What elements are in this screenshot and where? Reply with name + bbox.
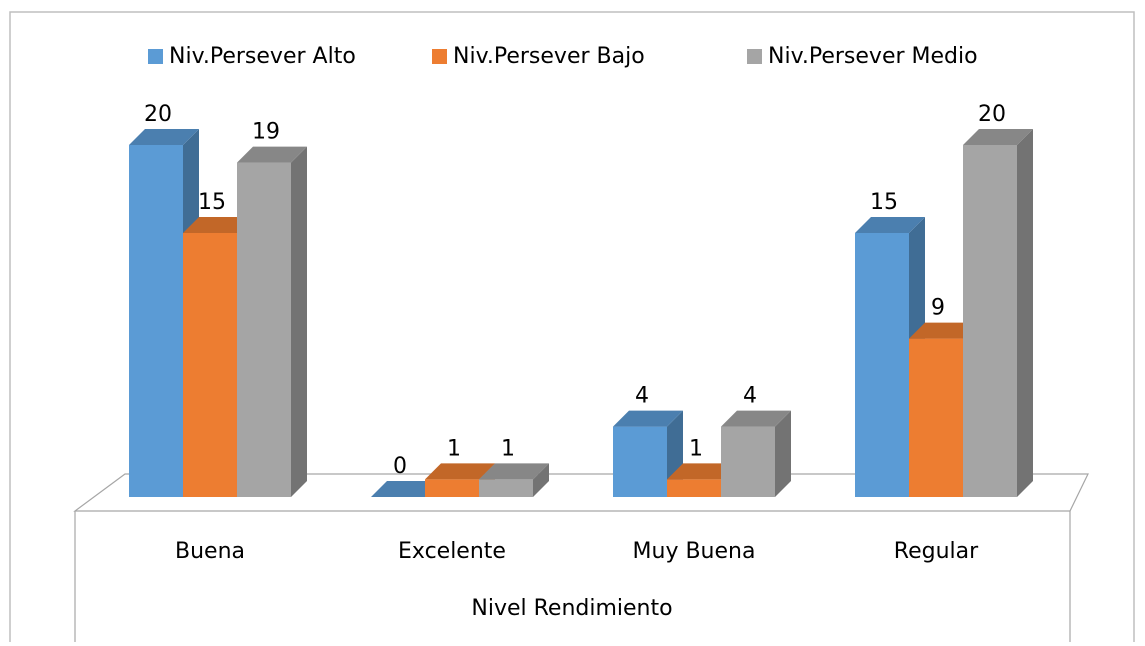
data-label: 4 <box>743 384 757 409</box>
bar-top <box>613 410 683 427</box>
x-axis-label: Nivel Rendimiento <box>471 596 672 621</box>
bar-top <box>721 410 791 427</box>
bar <box>963 145 1017 497</box>
bar-top <box>667 463 737 480</box>
legend-swatch <box>432 49 447 64</box>
data-label: 20 <box>978 102 1006 127</box>
bar-side <box>291 146 307 497</box>
bar-side <box>1017 129 1033 497</box>
bar-side <box>775 410 791 497</box>
x-tick-label: Regular <box>894 539 979 564</box>
data-label: 0 <box>393 454 407 479</box>
data-label: 9 <box>931 296 945 321</box>
bar-top <box>129 129 199 145</box>
data-label: 1 <box>501 436 515 461</box>
bar-top <box>371 481 441 497</box>
legend-label: Niv.Persever Medio <box>768 44 978 69</box>
bar <box>613 426 667 497</box>
legend-label: Niv.Persever Bajo <box>453 44 645 69</box>
bar <box>667 479 721 497</box>
x-tick-label: Excelente <box>398 539 506 564</box>
bar-top <box>479 463 549 480</box>
data-label: 15 <box>870 190 898 215</box>
x-tick-label: Buena <box>175 539 245 564</box>
bar <box>129 145 183 497</box>
bar <box>425 479 479 497</box>
bar <box>237 162 291 497</box>
bar-top <box>425 463 495 480</box>
bar-top <box>183 217 253 233</box>
bar-top <box>855 217 925 233</box>
bar <box>909 338 963 497</box>
bar-top <box>909 322 979 339</box>
data-label: 19 <box>252 120 280 145</box>
x-tick-label: Muy Buena <box>633 539 756 564</box>
bar <box>855 233 909 497</box>
legend-label: Niv.Persever Alto <box>169 44 356 69</box>
data-label: 4 <box>635 384 649 409</box>
data-label: 20 <box>144 102 172 127</box>
data-label: 1 <box>689 436 703 461</box>
bar <box>721 426 775 497</box>
legend-swatch <box>747 49 762 64</box>
bar-top <box>237 146 307 163</box>
bar <box>479 479 533 497</box>
data-label: 15 <box>198 190 226 215</box>
bar-side <box>533 463 549 497</box>
legend-swatch <box>148 49 163 64</box>
bar <box>183 233 237 497</box>
bar-top <box>963 129 1033 145</box>
data-label: 1 <box>447 436 461 461</box>
